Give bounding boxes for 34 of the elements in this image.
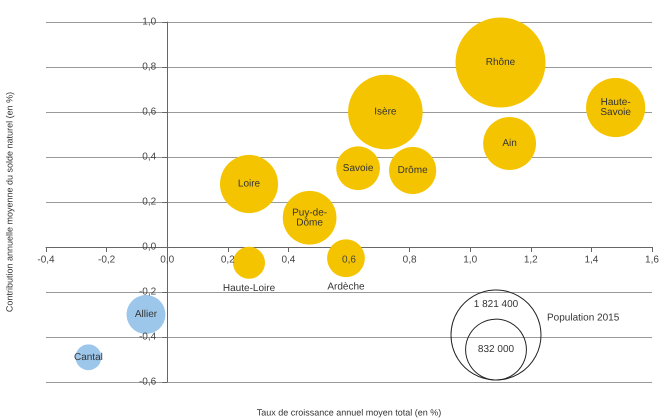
x-tick-label: 1,4 bbox=[584, 254, 599, 266]
x-tick-label: -0,4 bbox=[37, 254, 56, 266]
series-label: Haute-Loire bbox=[222, 283, 276, 294]
series-label: Ardèche bbox=[327, 282, 366, 293]
x-tick-label: 0,6 bbox=[342, 254, 356, 266]
x-tick-label: -0,2 bbox=[98, 254, 116, 266]
x-axis-title: Taux de croissance annuel moyen total (en %) bbox=[256, 408, 442, 418]
x-tick-label: 1,6 bbox=[645, 254, 660, 266]
y-tick-label: 1,0 bbox=[142, 16, 157, 28]
x-tick-label: 0,4 bbox=[281, 254, 296, 266]
y-tick-label: 0,4 bbox=[142, 152, 157, 162]
series-label: Drôme bbox=[398, 165, 428, 176]
series-label: Ain bbox=[502, 138, 517, 149]
legend-label: 1 821 400 bbox=[474, 299, 519, 310]
legend-label: 832 000 bbox=[478, 344, 515, 356]
y-tick-label: -0,2 bbox=[138, 286, 157, 298]
series-label: Rhône bbox=[486, 57, 516, 68]
y-tick-label: 0,8 bbox=[142, 62, 157, 72]
x-tick-label: 1,2 bbox=[524, 254, 538, 266]
x-tick-label: 1,0 bbox=[463, 254, 478, 266]
series-label: Isère bbox=[374, 106, 397, 118]
series-label: Allier bbox=[134, 309, 158, 320]
series-label: Haute-Savoie bbox=[600, 97, 632, 118]
series-label: Cantal bbox=[74, 352, 103, 363]
series-label: Savoie bbox=[342, 162, 374, 174]
legend-title: Population 2015 bbox=[547, 312, 620, 324]
y-tick-label: -0,6 bbox=[138, 376, 157, 388]
y-tick-label: 0,2 bbox=[142, 196, 157, 208]
series-label: Loire bbox=[238, 178, 261, 190]
y-axis-title: Contribution annuelle moyenne du solde naturel (en %) bbox=[4, 92, 14, 312]
y-tick-label: -0,4 bbox=[138, 332, 157, 342]
x-tick-label: 0,8 bbox=[402, 254, 417, 266]
y-tick-label: 0,6 bbox=[142, 106, 157, 118]
series-label: Puy-de-Dôme bbox=[292, 207, 328, 228]
